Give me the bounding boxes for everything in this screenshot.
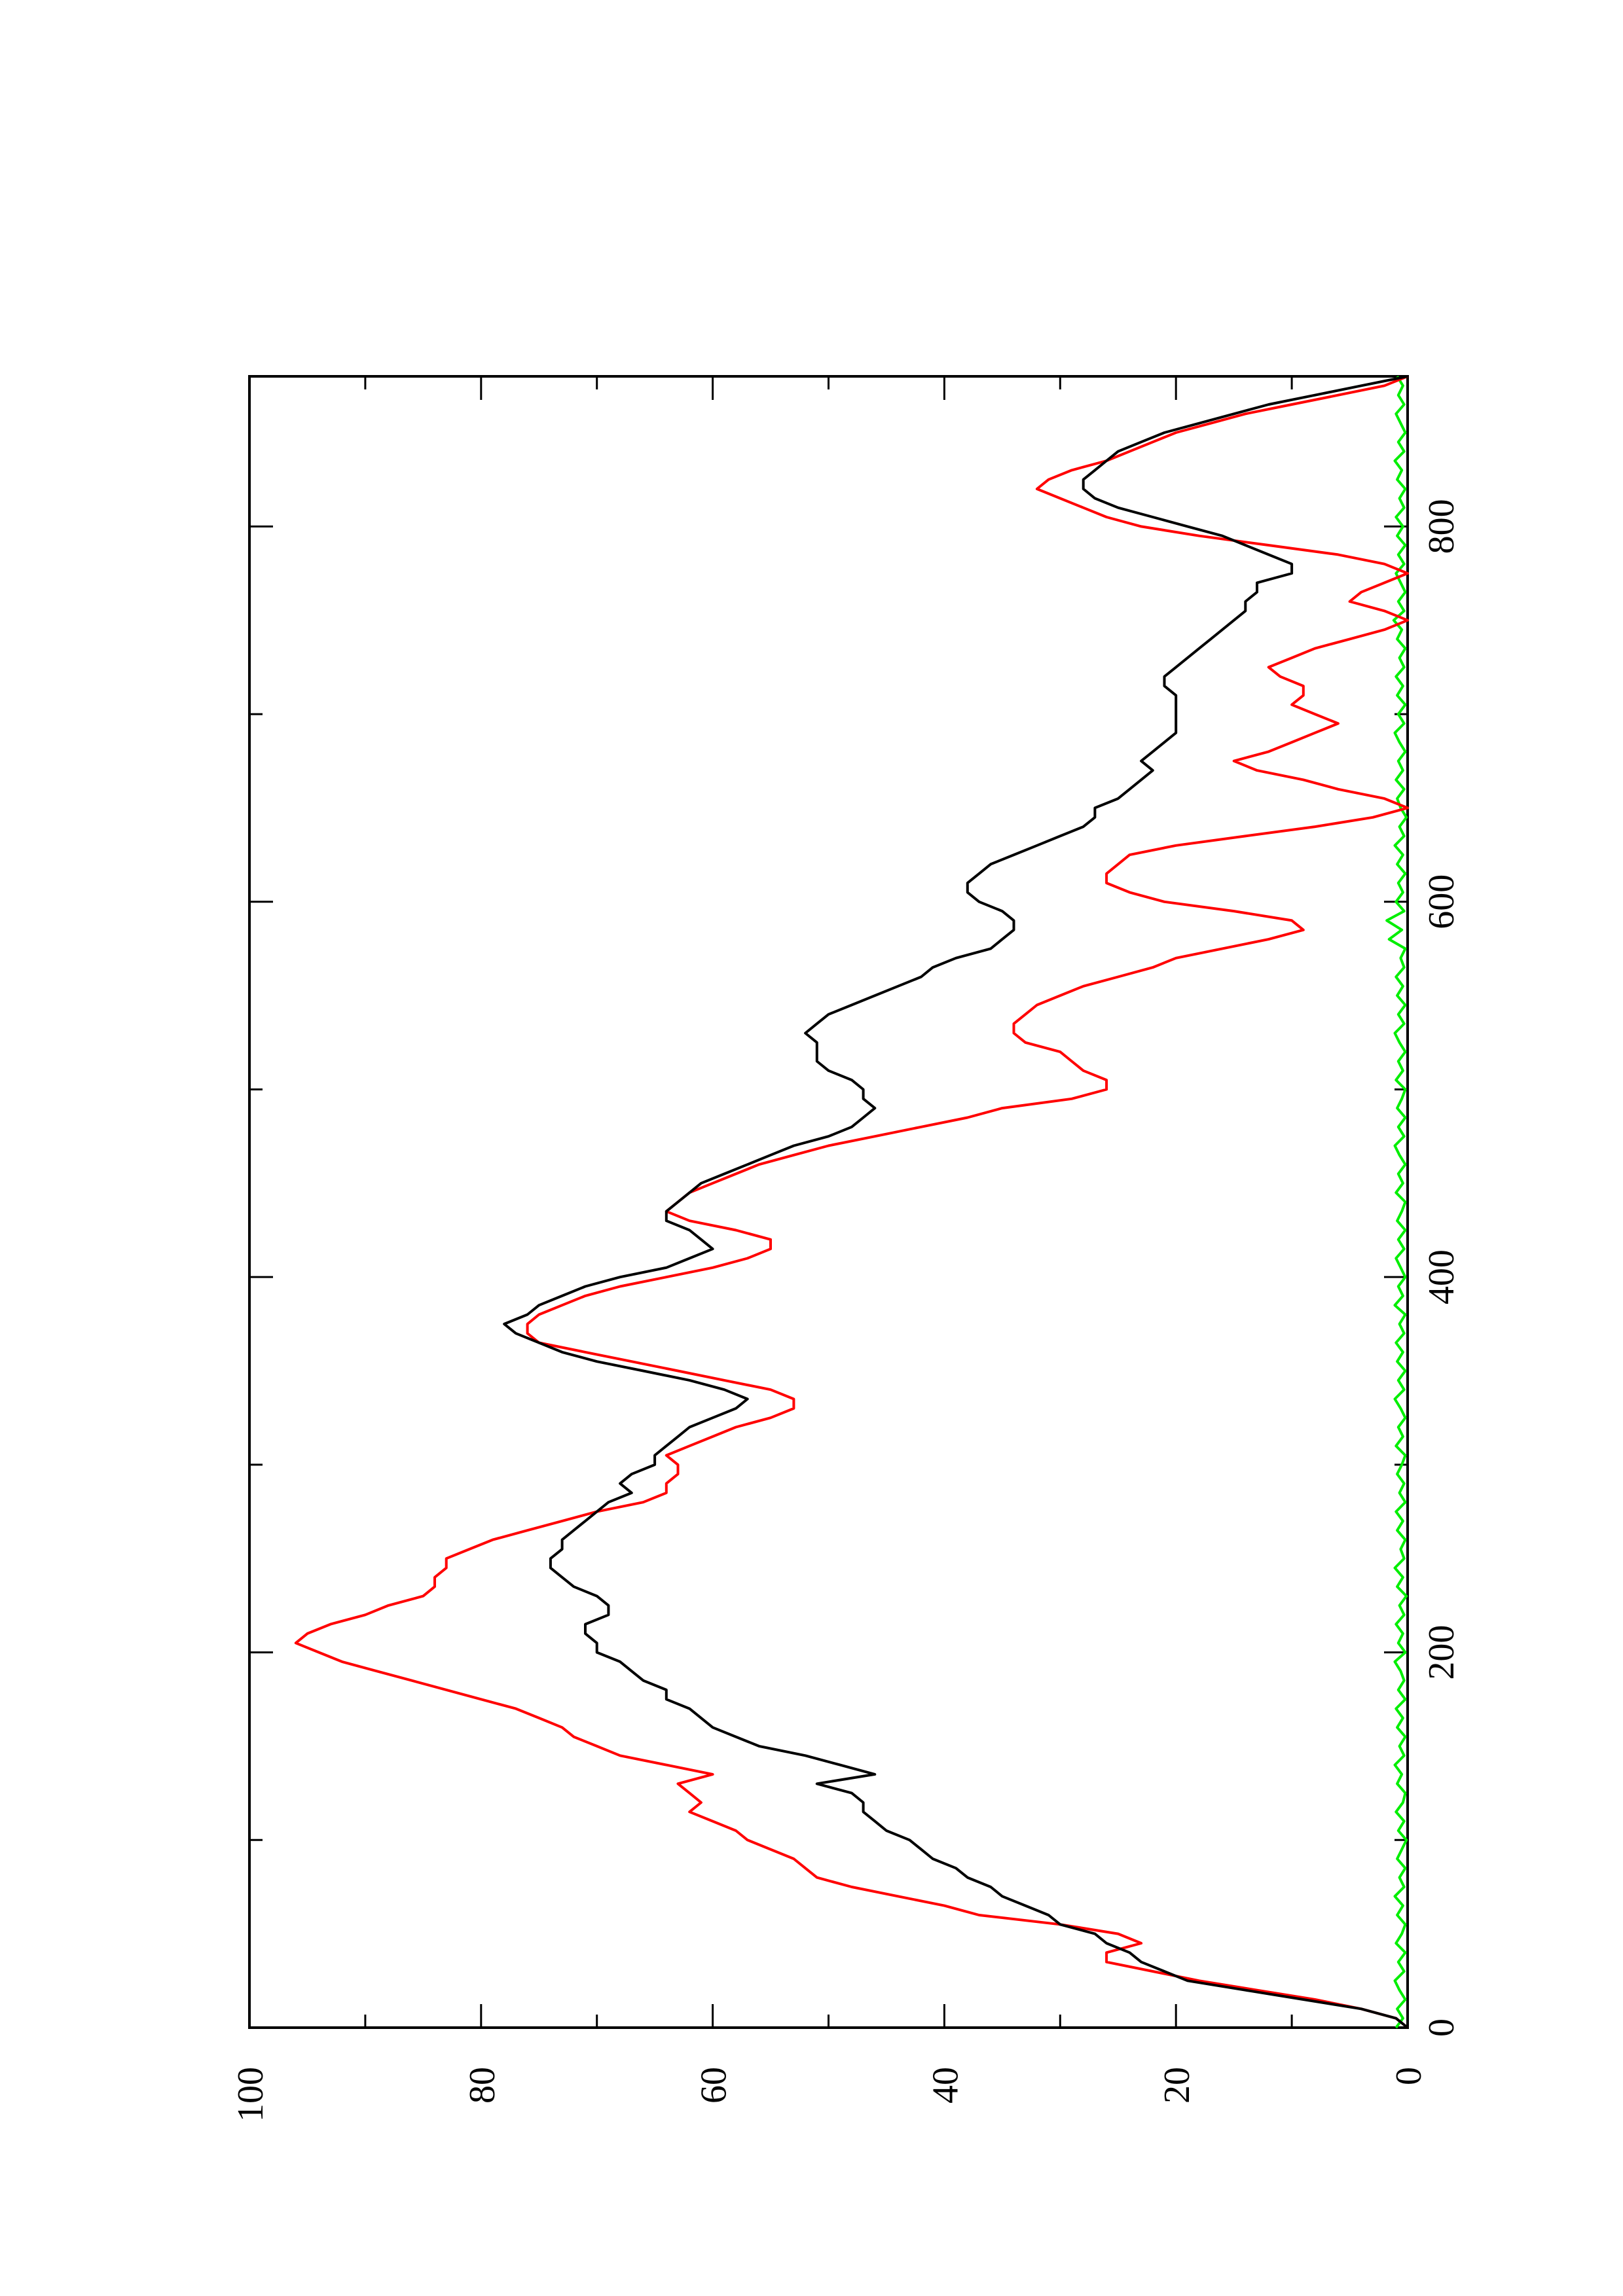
series-layer [294, 375, 1409, 2029]
y-tick-label: 100 [230, 2067, 271, 2122]
x-tick-label: 800 [1421, 499, 1462, 554]
x-tick-label: 0 [1421, 2018, 1462, 2037]
axis-ticks [248, 376, 1409, 2029]
x-tick-label: 600 [1421, 874, 1462, 929]
y-tick-label: 60 [694, 2067, 735, 2104]
y-tick-label: 0 [1389, 2067, 1429, 2085]
y-tick-label: 40 [925, 2067, 966, 2104]
y-tick-label: 80 [462, 2067, 503, 2104]
x-tick-label: 400 [1421, 1249, 1462, 1304]
plot-frame [248, 375, 1409, 2029]
series-green-line [1385, 375, 1408, 2029]
series-black-line [503, 375, 1409, 2029]
tick-labels: 0 200 400 600 800 0 20 40 60 80 100 [230, 499, 1462, 2122]
x-tick-label: 200 [1421, 1625, 1462, 1680]
y-tick-label: 20 [1157, 2067, 1197, 2104]
series-red-line [294, 375, 1409, 2029]
